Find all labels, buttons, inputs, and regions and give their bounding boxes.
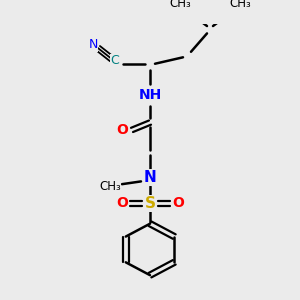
Text: C: C bbox=[111, 55, 119, 68]
Text: N: N bbox=[144, 170, 156, 185]
Text: CH₃: CH₃ bbox=[169, 0, 191, 10]
Text: S: S bbox=[145, 196, 155, 211]
Text: N: N bbox=[88, 38, 98, 51]
Text: NH: NH bbox=[138, 88, 162, 102]
Text: O: O bbox=[116, 123, 128, 137]
Text: CH₃: CH₃ bbox=[99, 180, 121, 194]
Text: O: O bbox=[172, 196, 184, 211]
Text: CH₃: CH₃ bbox=[229, 0, 251, 10]
Text: O: O bbox=[116, 196, 128, 211]
